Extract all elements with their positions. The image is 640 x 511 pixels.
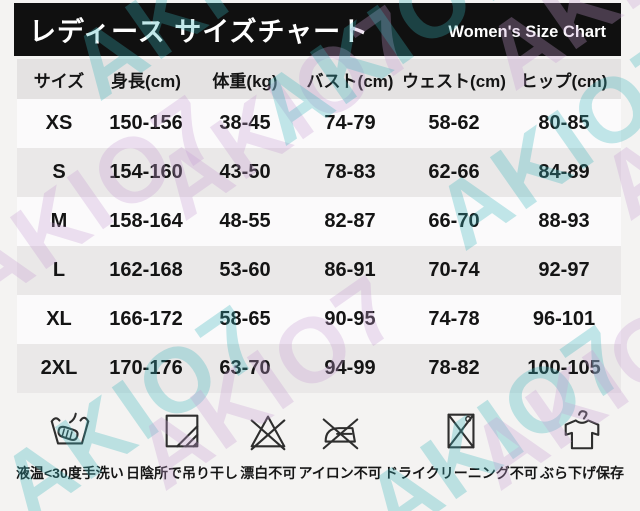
care-label: 液温<30度手洗い bbox=[16, 465, 124, 481]
table-row-cell-4: 70-74 bbox=[428, 259, 480, 281]
table-row-cell-1: 166-172 bbox=[109, 308, 183, 330]
table-row-cell-1: 158-164 bbox=[109, 210, 183, 232]
care-item: ドライクリーニング不可 bbox=[384, 408, 538, 483]
table-row-cell-0: S bbox=[52, 161, 66, 183]
header-bar: レディース サイズチャート Women's Size Chart bbox=[14, 3, 621, 56]
care-item: 日陰所で吊り干し bbox=[126, 408, 238, 483]
table-row-cell-1: 170-176 bbox=[109, 357, 183, 379]
table-header-row-cell-0: サイズ bbox=[33, 71, 85, 91]
no-bleach-icon bbox=[245, 408, 291, 454]
table-header-row-cell-4: ウェスト(cm) bbox=[402, 71, 506, 91]
table-row-cell-5: 100-105 bbox=[527, 357, 601, 379]
table-row-cell-2: 38-45 bbox=[219, 112, 271, 134]
no-dry-clean-icon bbox=[438, 408, 484, 454]
table-row-cell-4: 78-82 bbox=[428, 357, 480, 379]
table-row-cell-0: XS bbox=[45, 112, 73, 134]
table-row-cell-3: 86-91 bbox=[324, 259, 376, 281]
table-header-row: サイズ 身長(cm) 体重(kg) バスト(cm) ウェスト(cm) ヒップ(cm) bbox=[17, 59, 621, 99]
care-label: 日陰所で吊り干し bbox=[125, 465, 238, 481]
care-label: 漂白不可 bbox=[240, 465, 297, 481]
table-row-cell-2: 43-50 bbox=[219, 161, 271, 183]
table-row-cell-0: 2XL bbox=[40, 357, 78, 379]
table-row-cell-0: L bbox=[52, 259, 66, 281]
table-header-row-cell-5: ヒップ(cm) bbox=[520, 71, 608, 91]
hang-dry-icon bbox=[559, 408, 605, 454]
table-row-cell-3: 94-99 bbox=[324, 357, 376, 379]
no-iron-icon bbox=[317, 408, 363, 454]
size-table: サイズ 身長(cm) 体重(kg) バスト(cm) ウェスト(cm) ヒップ(cm) XS 1… bbox=[17, 59, 621, 393]
care-strip: 液温<30度手洗い 日陰所で吊り干し 漂白不可 アイロン不可 ドライクリーニング不可 ぶら… bbox=[10, 408, 630, 483]
table-row-cell-1: 150-156 bbox=[109, 112, 183, 134]
table-row-cell-4: 62-66 bbox=[428, 161, 480, 183]
care-label: アイロン不可 bbox=[298, 465, 382, 481]
care-item: ぶら下げ保存 bbox=[540, 408, 624, 483]
table-row-cell-5: 92-97 bbox=[538, 259, 590, 281]
shade-dry-icon bbox=[159, 408, 205, 454]
page-title: レディース サイズチャート bbox=[29, 17, 370, 47]
care-item: 漂白不可 bbox=[240, 408, 296, 483]
care-label: ドライクリーニング不可 bbox=[384, 465, 538, 481]
table-row: 2XL 170-176 63-70 94-99 78-82 100-105 bbox=[17, 344, 621, 393]
table-row-cell-2: 53-60 bbox=[219, 259, 271, 281]
care-label: ぶら下げ保存 bbox=[539, 465, 624, 481]
table-row-cell-1: 162-168 bbox=[109, 259, 183, 281]
table-row-cell-1: 154-160 bbox=[109, 161, 183, 183]
table-row-cell-3: 82-87 bbox=[324, 210, 376, 232]
table-row-cell-3: 74-79 bbox=[324, 112, 376, 134]
table-row: S 154-160 43-50 78-83 62-66 84-89 bbox=[17, 148, 621, 197]
table-row-cell-5: 84-89 bbox=[538, 161, 590, 183]
table-row-cell-2: 63-70 bbox=[219, 357, 271, 379]
table-row-cell-5: 96-101 bbox=[532, 308, 596, 330]
table-row-cell-5: 88-93 bbox=[538, 210, 590, 232]
table-header-row-cell-2: 体重(kg) bbox=[212, 71, 278, 91]
table-row: XL 166-172 58-65 90-95 74-78 96-101 bbox=[17, 295, 621, 344]
table-row: M 158-164 48-55 82-87 66-70 88-93 bbox=[17, 197, 621, 246]
care-item: アイロン不可 bbox=[298, 408, 382, 483]
table-row-cell-0: M bbox=[50, 210, 68, 232]
table-row-cell-4: 58-62 bbox=[428, 112, 480, 134]
table-row-cell-4: 66-70 bbox=[428, 210, 480, 232]
table-row-cell-2: 58-65 bbox=[219, 308, 271, 330]
table-header-row-cell-3: バスト(cm) bbox=[306, 71, 394, 91]
table-header-row-cell-1: 身長(cm) bbox=[111, 71, 181, 91]
care-item: 液温<30度手洗い bbox=[16, 408, 124, 483]
table-row-cell-3: 78-83 bbox=[324, 161, 376, 183]
hand-wash-icon bbox=[47, 408, 93, 454]
table-row: L 162-168 53-60 86-91 70-74 92-97 bbox=[17, 246, 621, 295]
table-row-cell-3: 90-95 bbox=[324, 308, 376, 330]
page-title-en: Women's Size Chart bbox=[448, 23, 606, 41]
table-row-cell-0: XL bbox=[46, 308, 72, 330]
table-row-cell-4: 74-78 bbox=[428, 308, 480, 330]
table-row-cell-5: 80-85 bbox=[538, 112, 590, 134]
table-row: XS 150-156 38-45 74-79 58-62 80-85 bbox=[17, 99, 621, 148]
table-row-cell-2: 48-55 bbox=[219, 210, 271, 232]
